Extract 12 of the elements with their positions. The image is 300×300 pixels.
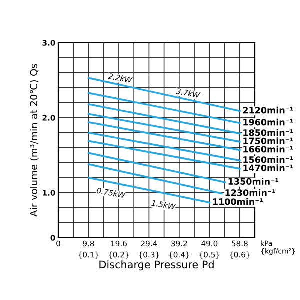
x-axis-title: Discharge Pressure Pd: [100, 260, 214, 271]
series-label: 1560min⁻¹: [244, 156, 294, 164]
series-label: 1750min⁻¹: [244, 138, 294, 144]
series-label: 1960min⁻¹: [244, 118, 294, 126]
series-label: 2120min⁻¹: [243, 106, 294, 114]
series-label: 1660min⁻¹: [244, 146, 294, 153]
y-axis-title: Air volume (m³/min at 20℃) Qs: [30, 64, 39, 217]
series-label: 1850min⁻¹: [244, 129, 294, 136]
series-label: 1100min⁻¹: [213, 198, 264, 206]
series-label: 1470min⁻¹: [244, 164, 294, 172]
series-label: 1230min⁻¹: [226, 189, 276, 196]
series-label: 1350min⁻¹: [228, 178, 279, 185]
